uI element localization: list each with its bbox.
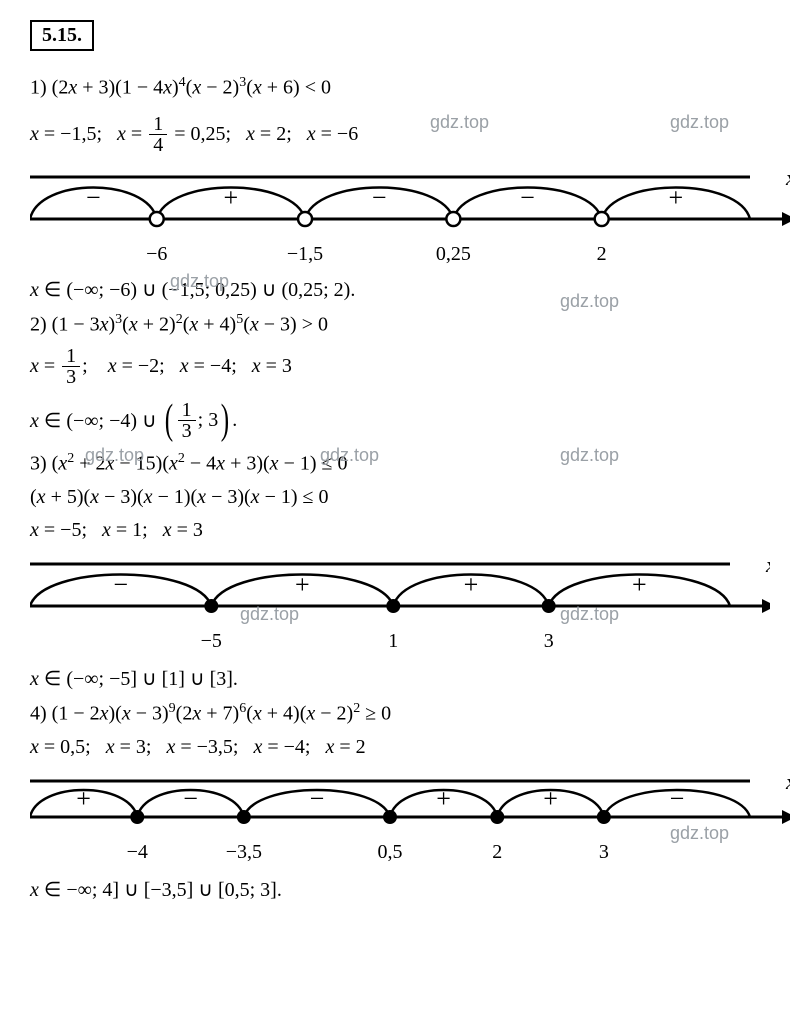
tick-label: −3,5 (226, 841, 262, 864)
tick-label: 3 (599, 841, 609, 864)
tick-label: 0,5 (378, 841, 403, 864)
p3-eq2-text: (x + 5)(x − 3)(x − 1)(x − 3)(x − 1) ≤ 0 (30, 486, 328, 509)
p1-tick-labels: −6 −1,5 0,25 2 (30, 243, 750, 269)
svg-text:+: + (295, 570, 310, 599)
p2-ans-pre: x ∈ (−∞; −4) ∪ (30, 408, 162, 433)
p4-equation: 4) (1 − 2x)(x − 3)9(2x + 7)6(x + 4)(x − … (30, 701, 780, 726)
p4-number-line: x+−−++− −4−3,50,523 (30, 771, 780, 867)
frac-den: 3 (178, 421, 196, 441)
tick-label: 2 (492, 841, 502, 864)
watermark: gdz.top (560, 291, 619, 312)
watermark: gdz.top (240, 604, 299, 625)
svg-text:+: + (224, 183, 239, 212)
svg-text:+: + (543, 784, 558, 813)
p1-equation: 1) (2x + 3)(1 − 4x)4(x − 2)3(x + 6) < 0 (30, 75, 780, 100)
p4-tick-labels: −4 −3,5 0,5 2 3 (30, 841, 750, 867)
svg-text:+: + (76, 784, 91, 813)
svg-text:+: + (436, 784, 451, 813)
watermark: gdz.top (430, 112, 489, 133)
svg-text:+: + (669, 183, 684, 212)
svg-text:x: x (785, 167, 790, 190)
svg-text:−: − (670, 784, 685, 813)
problem-number: 5.15. (30, 20, 94, 51)
p4-answer: x ∈ −∞; 4] ∪ [−3,5] ∪ [0,5; 3]. (30, 877, 780, 902)
p4-eq-text: 4) (1 − 2x)(x − 3)9(2x + 7)6(x + 4)(x − … (30, 701, 391, 726)
p3-factored: (x + 5)(x − 3)(x − 1)(x − 3)(x − 1) ≤ 0 (30, 486, 780, 509)
p3-tick-labels: −5 1 3 (30, 630, 730, 656)
p2-roots-pre: x = (30, 355, 60, 378)
tick-label: 3 (544, 630, 554, 653)
svg-text:+: + (632, 570, 647, 599)
p1-answer: x ∈ (−∞; −6) ∪ (−1,5; 0,25) ∪ (0,25; 2). (30, 277, 780, 302)
p4-roots: x = 0,5; x = 3; x = −3,5; x = −4; x = 2 (30, 736, 780, 759)
tick-label: −6 (146, 243, 167, 266)
watermark: gdz.top (320, 445, 379, 466)
fraction-1-4: 1 4 (149, 114, 167, 155)
lparen-icon: ( (164, 399, 172, 441)
sign-diagram-3: x − + + + (30, 554, 770, 624)
tick-label: 1 (388, 630, 398, 653)
watermark: gdz.top (85, 445, 144, 466)
svg-text:x: x (785, 771, 790, 794)
svg-text:−: − (520, 183, 535, 212)
p2-ans-dot: . (232, 409, 237, 432)
p1-roots-pre: x = −1,5; x = (30, 123, 147, 146)
p1-roots: x = −1,5; x = 1 4 = 0,25; x = 2; x = −6 (30, 114, 780, 155)
p1-eq-text: 1) (2x + 3)(1 − 4x)4(x − 2)3(x + 6) < 0 (30, 75, 331, 100)
p1-number-line: x−+−−+ −6−1,50,252 (30, 167, 780, 269)
watermark: gdz.top (170, 271, 229, 292)
tick-label: 2 (597, 243, 607, 266)
frac-num: 1 (62, 346, 80, 367)
p4-ans-text: x ∈ −∞; 4] ∪ [−3,5] ∪ [0,5; 3]. (30, 877, 282, 902)
tick-label: −4 (127, 841, 148, 864)
p1-roots-mid: = 0,25; x = 2; x = −6 (169, 123, 358, 146)
tick-label: 0,25 (436, 243, 471, 266)
watermark: gdz.top (560, 445, 619, 466)
tick-label: −1,5 (287, 243, 323, 266)
svg-text:−: − (183, 784, 198, 813)
svg-text:−: − (310, 784, 325, 813)
p2-equation: 2) (1 − 3x)3(x + 2)2(x + 4)5(x − 3) > 0 (30, 312, 780, 337)
p3-roots: x = −5; x = 1; x = 3 (30, 519, 780, 542)
svg-text:x: x (765, 554, 770, 577)
p3-roots-text: x = −5; x = 1; x = 3 (30, 519, 203, 542)
p3-number-line: x − + + + −5 1 3 (30, 554, 780, 656)
rparen-icon: ) (221, 399, 229, 441)
p2-roots-post: ; x = −2; x = −4; x = 3 (82, 355, 292, 378)
tick-label: −5 (201, 630, 222, 653)
svg-text:+: + (464, 570, 479, 599)
svg-text:−: − (113, 570, 128, 599)
frac-num: 1 (178, 400, 196, 421)
p2-answer: x ∈ (−∞; −4) ∪ ( 1 3 ; 3 ) . (30, 399, 780, 441)
frac-den: 3 (62, 367, 80, 387)
p2-eq-text: 2) (1 − 3x)3(x + 2)2(x + 4)5(x − 3) > 0 (30, 312, 328, 337)
p3-answer: x ∈ (−∞; −5] ∪ [1] ∪ [3]. (30, 666, 780, 691)
svg-text:−: − (86, 183, 101, 212)
p3-eq-text: 3) (x2 + 2x − 15)(x2 − 4x + 3)(x − 1) ≤ … (30, 451, 347, 476)
p4-roots-text: x = 0,5; x = 3; x = −3,5; x = −4; x = 2 (30, 736, 366, 759)
watermark: gdz.top (560, 604, 619, 625)
watermark: gdz.top (670, 112, 729, 133)
fraction-1-3b: 1 3 (178, 400, 196, 441)
sign-diagram-1: x − + − − + (30, 167, 790, 237)
svg-text:−: − (372, 183, 387, 212)
watermark: gdz.top (670, 823, 729, 844)
p3-ans-text: x ∈ (−∞; −5] ∪ [1] ∪ [3]. (30, 666, 238, 691)
fraction-1-3: 1 3 (62, 346, 80, 387)
p2-roots: x = 1 3 ; x = −2; x = −4; x = 3 (30, 346, 780, 387)
frac-den: 4 (149, 135, 167, 155)
frac-num: 1 (149, 114, 167, 135)
p2-ans-mid: ; 3 (198, 409, 219, 432)
